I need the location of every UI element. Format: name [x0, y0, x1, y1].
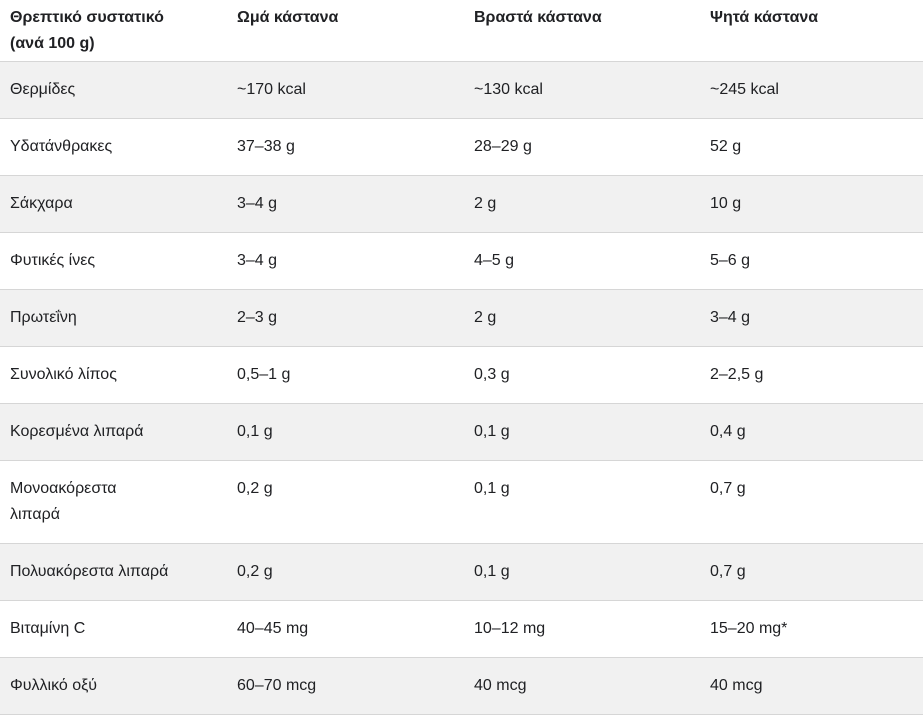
value-boiled: 28–29 g — [464, 118, 700, 176]
value-raw: ~170 kcal — [227, 61, 464, 119]
value-raw: 2–3 g — [227, 289, 464, 347]
value-boiled: 2 g — [464, 289, 700, 347]
value-boiled: 10–12 mg — [464, 600, 700, 658]
nutrient-label: Φυλλικό οξύ — [0, 657, 227, 715]
table-row-fiber: Φυτικές ίνες 3–4 g 4–5 g 5–6 g — [0, 232, 923, 290]
value-boiled: 0,3 g — [464, 346, 700, 404]
value-raw: 37–38 g — [227, 118, 464, 176]
value-roasted: 10 g — [700, 175, 923, 233]
nutrient-label: Θερμίδες — [0, 61, 227, 119]
table-row-monounsaturated-fat: Μονοακόρεστα λιπαρά 0,2 g 0,1 g 0,7 g — [0, 460, 923, 544]
value-roasted: 3–4 g — [700, 289, 923, 347]
value-roasted: 0,4 g — [700, 403, 923, 461]
value-raw: 0,5–1 g — [227, 346, 464, 404]
nutrient-label: Βιταμίνη C — [0, 600, 227, 658]
value-roasted: 40 mcg — [700, 657, 923, 715]
table-row-total-fat: Συνολικό λίπος 0,5–1 g 0,3 g 2–2,5 g — [0, 346, 923, 404]
value-roasted: 52 g — [700, 118, 923, 176]
value-boiled: ~130 kcal — [464, 61, 700, 119]
nutrient-label: Σάκχαρα — [0, 175, 227, 233]
value-roasted: 2–2,5 g — [700, 346, 923, 404]
value-raw: 0,2 g — [227, 543, 464, 601]
value-roasted: 5–6 g — [700, 232, 923, 290]
value-roasted: ~245 kcal — [700, 61, 923, 119]
table-header-row: Θρεπτικό συστατικό (ανά 100 g) Ωμά κάστα… — [0, 0, 923, 62]
column-header-raw-chestnuts: Ωμά κάστανα — [227, 0, 464, 62]
value-raw: 60–70 mcg — [227, 657, 464, 715]
table-row-polyunsaturated-fat: Πολυακόρεστα λιπαρά 0,2 g 0,1 g 0,7 g — [0, 543, 923, 601]
column-header-boiled-chestnuts: Βραστά κάστανα — [464, 0, 700, 62]
value-boiled: 0,1 g — [464, 403, 700, 461]
value-roasted: 0,7 g — [700, 460, 923, 544]
nutrient-label: Μονοακόρεστα λιπαρά — [0, 460, 227, 544]
nutrient-label: Φυτικές ίνες — [0, 232, 227, 290]
table-row-sugars: Σάκχαρα 3–4 g 2 g 10 g — [0, 175, 923, 233]
column-header-roasted-chestnuts: Ψητά κάστανα — [700, 0, 923, 62]
table-row-folic-acid: Φυλλικό οξύ 60–70 mcg 40 mcg 40 mcg — [0, 657, 923, 715]
nutrient-label: Συνολικό λίπος — [0, 346, 227, 404]
value-boiled: 2 g — [464, 175, 700, 233]
value-boiled: 0,1 g — [464, 460, 700, 544]
table-row-vitamin-c: Βιταμίνη C 40–45 mg 10–12 mg 15–20 mg* — [0, 600, 923, 658]
value-raw: 0,2 g — [227, 460, 464, 544]
value-raw: 3–4 g — [227, 232, 464, 290]
value-raw: 0,1 g — [227, 403, 464, 461]
value-boiled: 4–5 g — [464, 232, 700, 290]
table-row-saturated-fat: Κορεσμένα λιπαρά 0,1 g 0,1 g 0,4 g — [0, 403, 923, 461]
nutrient-label: Κορεσμένα λιπαρά — [0, 403, 227, 461]
table-row-carbohydrates: Υδατάνθρακες 37–38 g 28–29 g 52 g — [0, 118, 923, 176]
table-row-calories: Θερμίδες ~170 kcal ~130 kcal ~245 kcal — [0, 61, 923, 119]
nutrient-label: Υδατάνθρακες — [0, 118, 227, 176]
value-boiled: 0,1 g — [464, 543, 700, 601]
nutrient-label: Πολυακόρεστα λιπαρά — [0, 543, 227, 601]
table-row-protein: Πρωτεΐνη 2–3 g 2 g 3–4 g — [0, 289, 923, 347]
column-header-nutrient: Θρεπτικό συστατικό (ανά 100 g) — [0, 0, 227, 62]
value-raw: 3–4 g — [227, 175, 464, 233]
value-boiled: 40 mcg — [464, 657, 700, 715]
value-roasted: 0,7 g — [700, 543, 923, 601]
value-raw: 40–45 mg — [227, 600, 464, 658]
nutrient-label: Πρωτεΐνη — [0, 289, 227, 347]
value-roasted: 15–20 mg* — [700, 600, 923, 658]
